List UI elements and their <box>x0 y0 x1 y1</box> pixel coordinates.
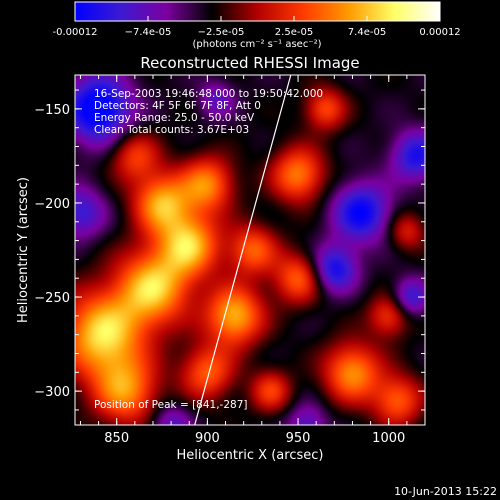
info-detectors: Detectors: 4F 5F 6F 7F 8F, Att 0 <box>94 100 261 112</box>
heatmap-image <box>75 75 425 425</box>
colorbar-tick-label: 7.4e-05 <box>348 27 386 38</box>
peak-position-text: Position of Peak = [841,-287] <box>94 399 248 411</box>
info-time-range: 16-Sep-2003 19:46:48.000 to 19:50:42.000 <box>94 88 323 100</box>
colorbar-tick-label: 0.00012 <box>419 27 460 38</box>
x-axis-ticks: 850 900 950 1000 <box>79 75 426 446</box>
chart-title: Reconstructed RHESSI Image <box>140 54 359 72</box>
info-clean-counts: Clean Total counts: 3.67E+03 <box>94 124 249 136</box>
y-tick-label: −300 <box>34 385 70 400</box>
plot-frame <box>74 74 426 426</box>
colorbar-ticks: -0.00012 −7.4e-05 −2.5e-05 2.5e-05 7.4e-05 0.… <box>53 16 461 38</box>
y-axis-ticks: −300 −250 −200 −150 <box>34 89 425 411</box>
y-axis-title: Heliocentric Y (arcsec) <box>16 177 31 323</box>
colorbar-tick-label: -0.00012 <box>53 27 98 38</box>
colorbar-tick-label: 2.5e-05 <box>275 27 313 38</box>
colorbar-tick-label: −2.5e-05 <box>198 27 245 38</box>
colorbar-tick-label: −7.4e-05 <box>125 27 172 38</box>
x-axis-title: Heliocentric X (arcsec) <box>177 448 324 463</box>
y-tick-label: −250 <box>34 291 70 306</box>
heatmap-plot <box>75 75 425 425</box>
footer-timestamp: 10-Jun-2013 15:22 <box>394 485 497 498</box>
y-tick-label: −150 <box>34 103 70 118</box>
colorbar-units: (photons cm⁻² s⁻¹ asec⁻²) <box>192 39 321 50</box>
colorbar <box>74 1 441 22</box>
x-tick-label: 1000 <box>372 431 405 446</box>
info-energy-range: Energy Range: 25.0 - 50.0 keV <box>94 112 255 124</box>
x-tick-label: 950 <box>286 431 311 446</box>
info-text: 16-Sep-2003 19:46:48.000 to 19:50:42.000… <box>94 88 323 411</box>
y-tick-label: −200 <box>34 197 70 212</box>
x-tick-label: 900 <box>195 431 220 446</box>
x-tick-label: 850 <box>104 431 129 446</box>
solar-limb-line <box>194 75 292 425</box>
